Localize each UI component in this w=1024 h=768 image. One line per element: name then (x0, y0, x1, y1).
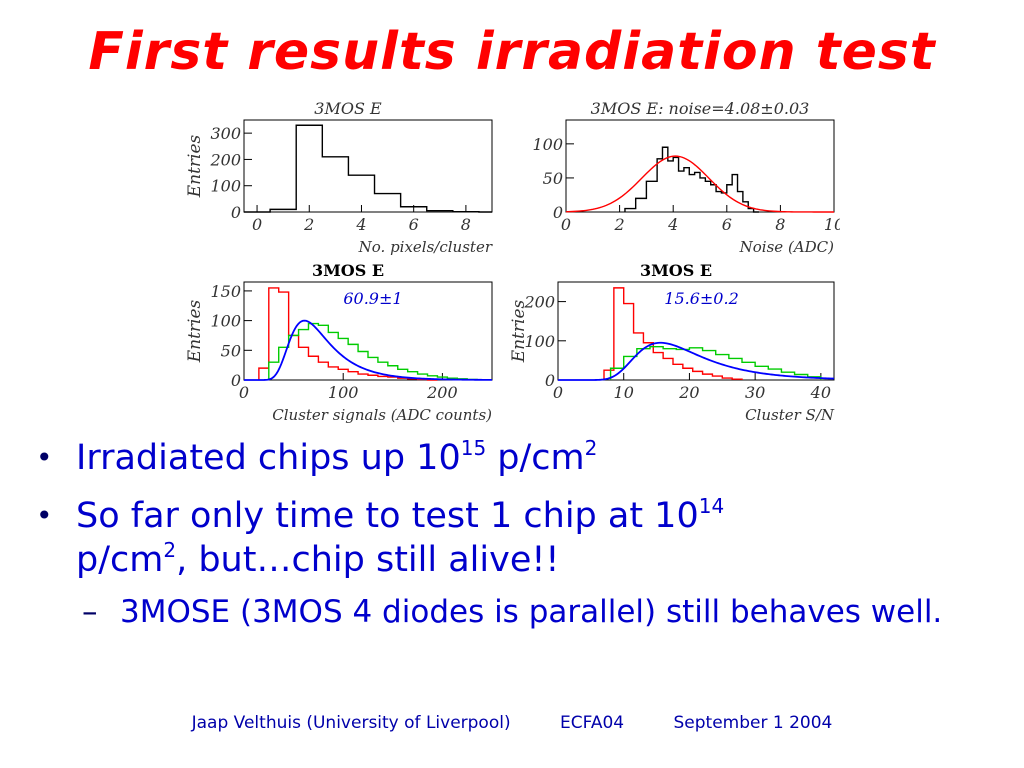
x-axis-label: Noise (ADC) (739, 238, 834, 256)
sub-bullet-item: – 3MOSE (3MOS 4 diodes is parallel) stil… (36, 592, 996, 632)
x-tick-label: 0 (553, 383, 563, 402)
plot-title: 3MOS E (314, 99, 382, 118)
plot-frame (243, 119, 493, 213)
x-tick-label: 10 (824, 215, 840, 234)
x-tick-label: 20 (678, 383, 699, 402)
plot-frame (243, 281, 493, 381)
y-tick-label: 300 (210, 124, 241, 143)
x-tick-label: 6 (722, 215, 732, 234)
y-tick-label: 100 (210, 312, 241, 331)
sub-bullet-text: 3MOSE (3MOS 4 diodes is parallel) still … (120, 594, 943, 630)
plot-svg-3: 3MOS E Entries Cluster S/N 0 10 20 30 40 0 100 200… (510, 261, 835, 424)
bullet-item: • So far only time to test 1 chip at 101… (36, 494, 996, 582)
landau-fit-curve (558, 341, 835, 381)
x-axis-label: No. pixels/cluster (358, 238, 493, 256)
bullet-item: • Irradiated chips up 1015 p/cm2 (36, 436, 996, 480)
footer-date: September 1 2004 (673, 713, 833, 733)
x-tick-label: 0 (239, 383, 249, 402)
histogram-series (624, 146, 759, 213)
bullet-text-mid: p/cm (486, 438, 585, 478)
y-tick-label: 100 (210, 177, 241, 196)
slide-title: First results irradiation test (88, 22, 936, 82)
y-tick-label: 0 (553, 203, 563, 222)
y-tick-label: 0 (545, 371, 555, 390)
bullet-sup: 15 (460, 436, 487, 460)
plot-svg-1: 3MOS E: noise=4.08±0.03 Noise (ADC) 0 2 4 6 8 1… (532, 99, 840, 256)
plot-title: 3MOS E: noise=4.08±0.03 (591, 99, 810, 118)
plot-cluster-signals: 3MOS E Entries Cluster signals (ADC counts… (186, 260, 498, 424)
bullet-sup: 2 (584, 436, 598, 460)
x-tick-label: 2 (614, 215, 625, 234)
y-tick-label: 200 (209, 150, 241, 169)
y-tick-label: 100 (532, 135, 563, 154)
y-axis-label: Entries (186, 299, 205, 363)
y-axis-label: Entries (186, 134, 205, 198)
plot-pixels-per-cluster: 3MOS E Entries No. pixels/cluster 0 2 4 6 8 0 100… (186, 98, 498, 256)
plot-frame (565, 119, 835, 213)
fit-annotation: 15.6±0.2 (664, 289, 738, 308)
footer-author: Jaap Velthuis (University of Liverpool) (191, 713, 511, 733)
y-tick-label: 100 (524, 332, 555, 351)
histogram-series (609, 345, 822, 380)
plot-cluster-sn: 3MOS E Entries Cluster S/N 0 10 20 30 40 0 100 200… (510, 260, 840, 424)
x-tick-label: 6 (409, 215, 419, 234)
y-tick-label: 50 (543, 169, 563, 188)
histogram-series (244, 124, 492, 213)
plot-svg-0: 3MOS E Entries No. pixels/cluster 0 2 4 6 8 0 100… (186, 99, 493, 256)
x-tick-label: 8 (461, 215, 471, 234)
y-axis-label: Entries (510, 299, 529, 363)
plot-frame (557, 281, 835, 381)
bullet-text: So far only time to test 1 chip at 10 (76, 496, 699, 536)
bullet-text: Irradiated chips up 10 (76, 438, 461, 478)
bullet-dot: • (36, 499, 53, 532)
fit-annotation: 60.9±1 (343, 289, 402, 308)
x-tick-label: 4 (667, 215, 678, 234)
bullet-text-mid: p/cm (76, 540, 164, 580)
y-tick-label: 0 (231, 203, 241, 222)
bullet-dot: • (36, 441, 53, 474)
histogram-series (603, 287, 743, 380)
plot-noise: 3MOS E: noise=4.08±0.03 Noise (ADC) 0 2 4 6 8 1… (518, 98, 840, 256)
footer: Jaap Velthuis (University of Liverpool) … (0, 713, 1024, 733)
x-tick-label: 8 (775, 215, 785, 234)
x-tick-label: 100 (328, 383, 359, 402)
x-tick-label: 200 (426, 383, 458, 402)
y-tick-label: 0 (231, 371, 241, 390)
x-tick-label: 10 (614, 383, 634, 402)
bullet-list: • Irradiated chips up 1015 p/cm2 • So fa… (36, 436, 996, 632)
plot-title: 3MOS E (640, 261, 712, 280)
plot-title: 3MOS E (312, 261, 384, 280)
landau-fit-curve (244, 319, 493, 381)
x-tick-label: 30 (745, 383, 765, 402)
histogram-series (268, 322, 478, 381)
y-tick-label: 150 (210, 282, 241, 301)
x-axis-label: Cluster signals (ADC counts) (272, 406, 492, 424)
x-tick-label: 0 (561, 215, 571, 234)
bullet-sup: 14 (698, 494, 725, 518)
bullet-sup: 2 (163, 538, 177, 562)
y-tick-label: 50 (221, 341, 241, 360)
x-axis-label: Cluster S/N (745, 406, 835, 424)
x-tick-label: 0 (252, 215, 262, 234)
sub-bullet-dash: – (82, 594, 98, 630)
y-tick-label: 200 (523, 293, 555, 312)
footer-event: ECFA04 (560, 713, 625, 733)
x-tick-label: 40 (810, 383, 831, 402)
gauss-fit-curve (565, 155, 834, 213)
x-tick-label: 4 (355, 215, 366, 234)
plot-svg-2: 3MOS E Entries Cluster signals (ADC counts… (186, 261, 493, 424)
x-tick-label: 2 (303, 215, 314, 234)
bullet-text-tail: , but…chip still alive!! (176, 540, 560, 580)
